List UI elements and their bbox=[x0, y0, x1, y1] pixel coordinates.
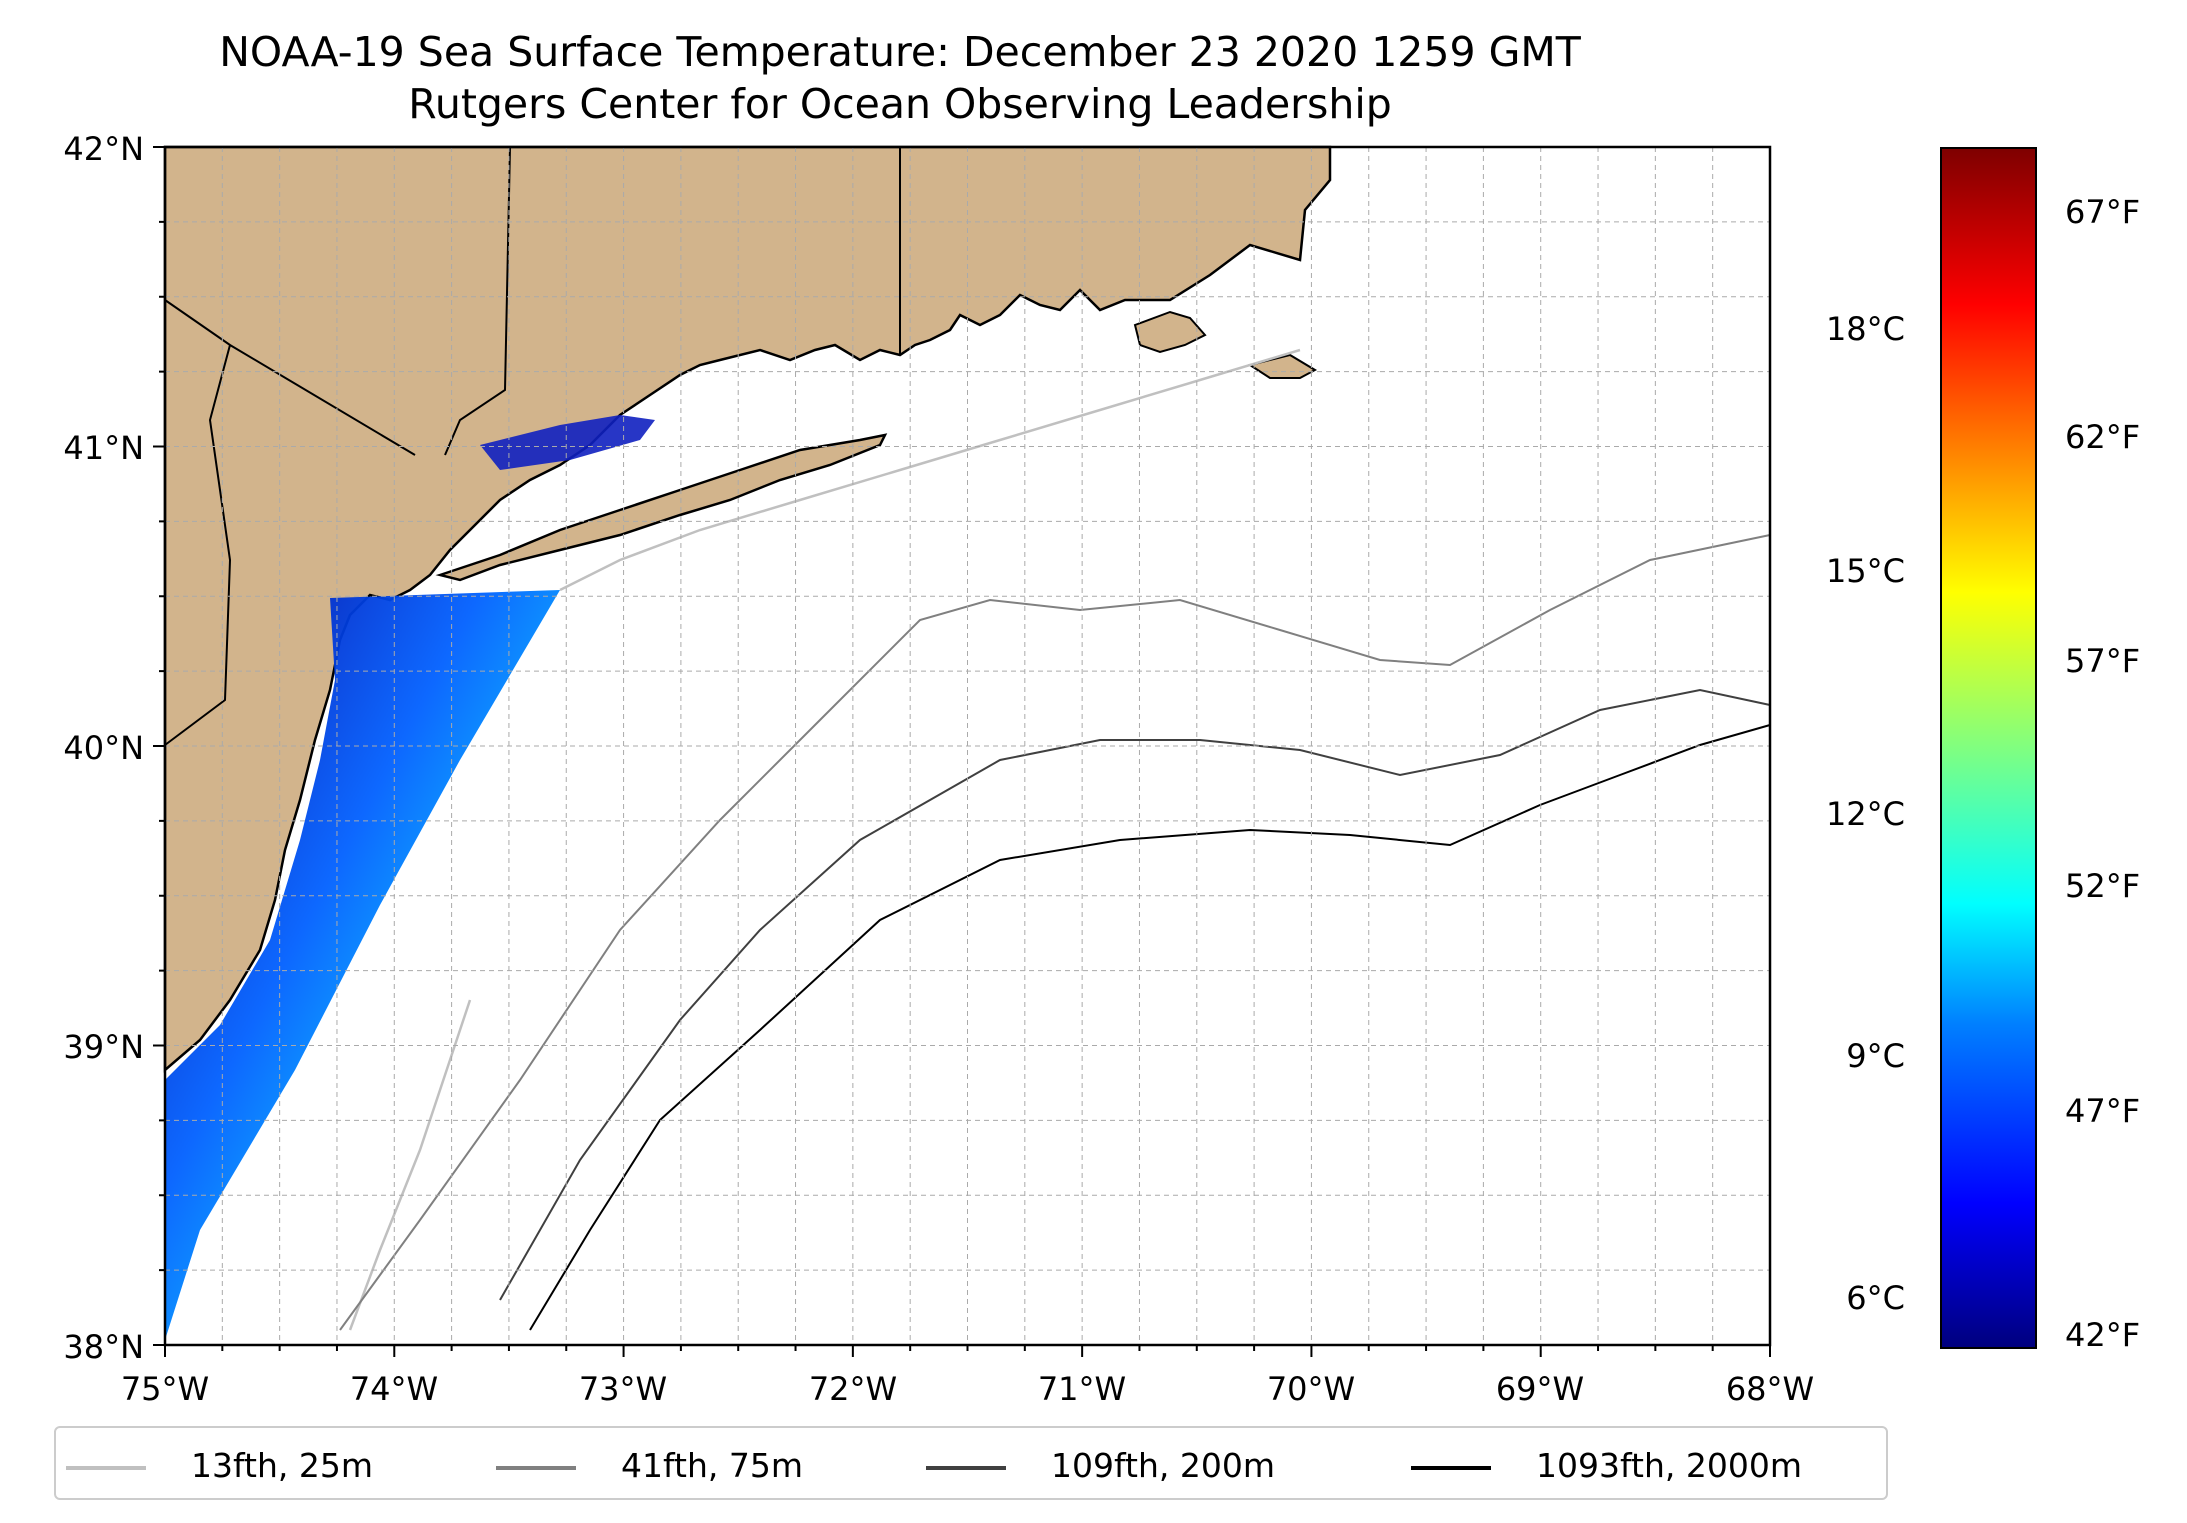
lat-label-39n: 39°N bbox=[63, 1028, 144, 1066]
colorbar-label-f: 57°F bbox=[2065, 642, 2141, 680]
isobath-legend: 13fth, 25m 41fth, 75m 109fth, 200m 1093f… bbox=[54, 1426, 1888, 1500]
sst-sound bbox=[480, 415, 655, 470]
lon-label-71w: 71°W bbox=[1037, 1370, 1127, 1408]
colorbar bbox=[1940, 147, 2037, 1349]
chart-subtitle: Rutgers Center for Ocean Observing Leade… bbox=[408, 80, 1392, 128]
colorbar-label-c: 12°C bbox=[1825, 795, 1905, 833]
graticule bbox=[165, 147, 1770, 1345]
colorbar-label-c: 18°C bbox=[1825, 310, 1905, 348]
sst-swath bbox=[165, 590, 560, 1340]
isobath-2000m bbox=[529, 724, 1771, 1331]
lon-label-68w: 68°W bbox=[1725, 1370, 1815, 1408]
lon-label-70w: 70°W bbox=[1266, 1370, 1356, 1408]
legend-swatch bbox=[926, 1466, 1006, 1470]
marthas-vineyard bbox=[1133, 310, 1207, 354]
legend-swatch bbox=[496, 1466, 576, 1470]
legend-item-75m: 41fth, 75m bbox=[621, 1446, 803, 1485]
legend-item-200m: 109fth, 200m bbox=[1051, 1446, 1275, 1485]
isobath-75m bbox=[339, 534, 1771, 1331]
lon-label-74w: 74°W bbox=[349, 1370, 439, 1408]
lon-label-69w: 69°W bbox=[1495, 1370, 1585, 1408]
colorbar-label-c: 9°C bbox=[1846, 1037, 1905, 1075]
isobath-25m bbox=[348, 348, 1301, 1331]
colorbar-label-f: 52°F bbox=[2065, 867, 2141, 905]
colorbar-label-f: 67°F bbox=[2065, 193, 2141, 231]
lat-label-40n: 40°N bbox=[63, 729, 144, 767]
legend-swatch bbox=[1411, 1466, 1491, 1470]
lat-label-38n: 38°N bbox=[63, 1328, 144, 1366]
axis-ticks bbox=[153, 146, 1771, 1357]
colorbar-label-f: 62°F bbox=[2065, 418, 2141, 456]
legend-item-2000m: 1093fth, 2000m bbox=[1536, 1446, 1802, 1485]
lon-label-75w: 75°W bbox=[120, 1370, 210, 1408]
state-borders bbox=[164, 146, 901, 746]
legend-swatch bbox=[66, 1466, 146, 1470]
lat-label-41n: 41°N bbox=[63, 429, 144, 467]
land-mass bbox=[163, 145, 1332, 1073]
chart-title: NOAA-19 Sea Surface Temperature: Decembe… bbox=[219, 28, 1581, 76]
long-island bbox=[435, 433, 888, 582]
nantucket bbox=[1247, 353, 1318, 379]
isobath-200m bbox=[499, 688, 1771, 1301]
lon-label-72w: 72°W bbox=[808, 1370, 898, 1408]
legend-item-25m: 13fth, 25m bbox=[191, 1446, 373, 1485]
colorbar-label-f: 47°F bbox=[2065, 1092, 2141, 1130]
colorbar-label-f: 42°F bbox=[2065, 1316, 2141, 1354]
colorbar-label-c: 6°C bbox=[1846, 1279, 1905, 1317]
lat-label-42n: 42°N bbox=[63, 130, 144, 168]
colorbar-label-c: 15°C bbox=[1825, 552, 1905, 590]
lon-label-73w: 73°W bbox=[578, 1370, 668, 1408]
